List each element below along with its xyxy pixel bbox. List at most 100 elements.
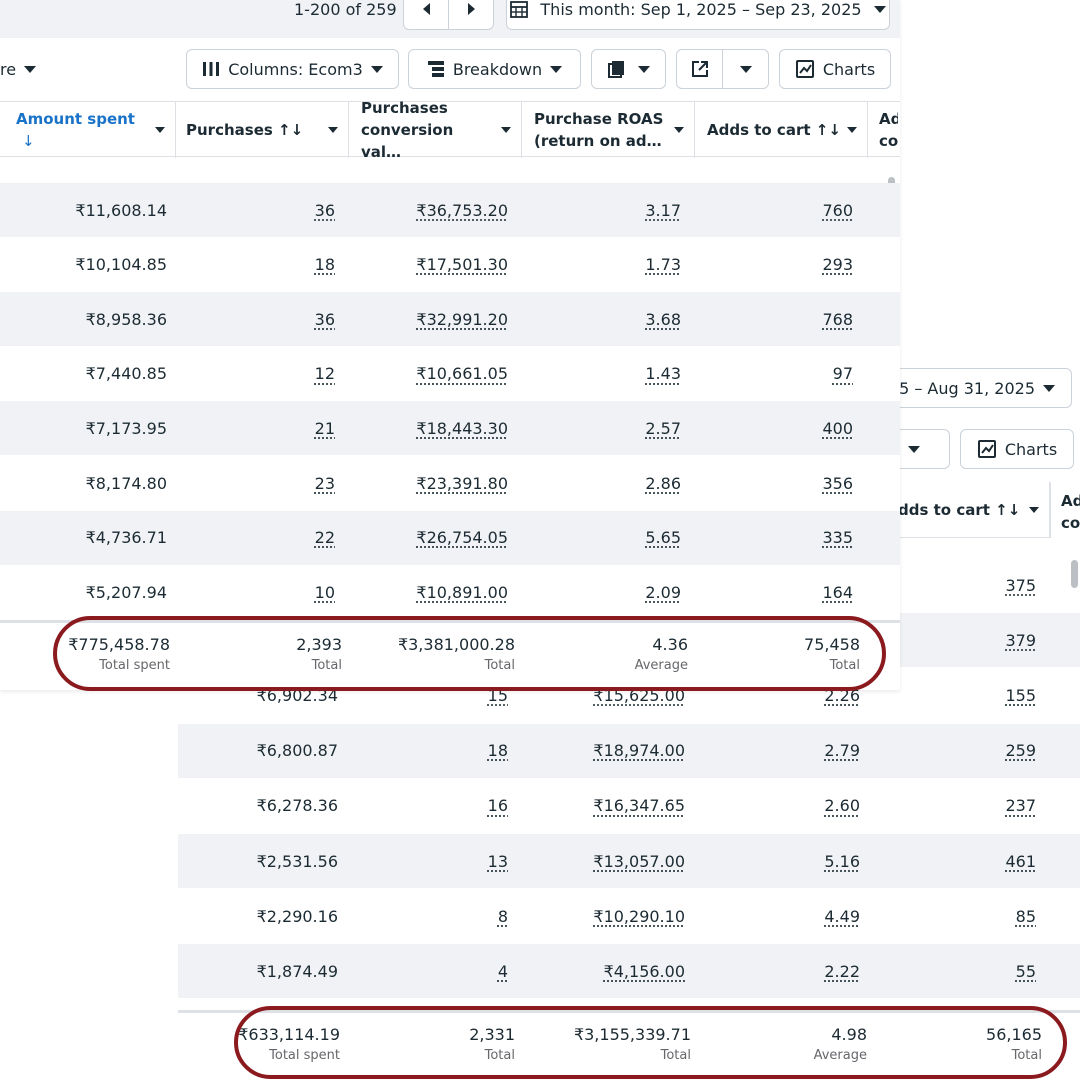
- cell-purchases[interactable]: 10: [167, 565, 335, 619]
- cell-adds-to-cart[interactable]: 768: [681, 292, 853, 346]
- cell-purchase-roas[interactable]: 2.57: [508, 401, 681, 455]
- cell-adds-to-cart[interactable]: 375: [860, 558, 1036, 612]
- cell-conversion-value[interactable]: ₹32,991.20: [335, 292, 508, 346]
- cell-conversion-value[interactable]: ₹10,891.00: [335, 565, 508, 619]
- table-row[interactable]: ₹4,736.71 22 ₹26,754.05 5.65 335: [0, 510, 900, 565]
- table-row[interactable]: ₹10,104.85 18 ₹17,501.30 1.73 293: [0, 238, 900, 292]
- cell-purchases[interactable]: 16: [338, 779, 508, 833]
- cell-purchase-roas[interactable]: 5.65: [508, 511, 681, 565]
- columns-button[interactable]: Columns: Ecom3: [186, 49, 399, 89]
- column-header-purchases[interactable]: Purchases ↑↓: [176, 102, 349, 158]
- cell-purchases[interactable]: 21: [167, 401, 335, 455]
- table-row[interactable]: ₹7,440.85 12 ₹10,661.05 1.43 97: [0, 347, 900, 401]
- cell-adds-to-cart[interactable]: 259: [860, 724, 1036, 778]
- column-header-amount-spent[interactable]: Amount spent ↓: [0, 102, 176, 158]
- table-row[interactable]: ₹8,174.80 23 ₹23,391.80 2.86 356: [0, 456, 900, 510]
- cell-conversion-value[interactable]: ₹13,057.00: [508, 834, 685, 888]
- cell-conversion-value[interactable]: ₹10,290.10: [508, 889, 685, 943]
- cell-purchases[interactable]: 18: [167, 238, 335, 292]
- cell-conversion-value[interactable]: ₹23,391.80: [335, 456, 508, 510]
- reports-dropdown-button[interactable]: [591, 49, 666, 89]
- column-header-adds-to-cart[interactable]: Adds to cart ↑↓: [695, 102, 868, 158]
- export-button[interactable]: [676, 49, 723, 89]
- cell-purchase-roas[interactable]: 2.79: [685, 724, 860, 778]
- cell-conversion-value[interactable]: ₹4,156.00: [508, 944, 685, 998]
- breakdown-button[interactable]: Breakdown: [408, 49, 581, 89]
- cell-conversion-value[interactable]: ₹17,501.30: [335, 238, 508, 292]
- cell-value: 5.16: [824, 851, 860, 871]
- charts-button[interactable]: Charts: [779, 49, 891, 89]
- charts-button-bottom[interactable]: Charts: [960, 429, 1074, 469]
- cell-conversion-value[interactable]: ₹18,974.00: [508, 724, 685, 778]
- prev-page-button[interactable]: [403, 0, 449, 30]
- cell-adds-to-cart[interactable]: 293: [681, 238, 853, 292]
- table-row[interactable]: ₹7,173.95 21 ₹18,443.30 2.57 400: [0, 401, 900, 456]
- cell-adds-to-cart[interactable]: 237: [860, 779, 1036, 833]
- scrollbar-thumb-bottom[interactable]: [1071, 560, 1078, 588]
- cell-conversion-value[interactable]: ₹26,754.05: [335, 511, 508, 565]
- cell-amount-spent: ₹6,278.36: [178, 779, 338, 833]
- filter-dropdown-cut[interactable]: re: [0, 58, 37, 80]
- cell-conversion-value[interactable]: ₹10,661.05: [335, 347, 508, 401]
- date-range-button[interactable]: This month: Sep 1, 2025 – Sep 23, 2025: [506, 0, 890, 30]
- cell-purchases[interactable]: 36: [167, 292, 335, 346]
- next-page-button[interactable]: [448, 0, 494, 30]
- cell-purchase-roas[interactable]: 2.86: [508, 456, 681, 510]
- column-header-cut-bottom[interactable]: Ad co: [1050, 482, 1080, 538]
- cell-adds-to-cart[interactable]: 356: [681, 456, 853, 510]
- cell-conversion-value[interactable]: ₹18,443.30: [335, 401, 508, 455]
- column-header-adds-to-cart-bottom[interactable]: dds to cart ↑↓: [890, 482, 1050, 538]
- cell-adds-to-cart[interactable]: 85: [860, 889, 1036, 943]
- cell-purchase-roas[interactable]: 3.17: [508, 183, 681, 237]
- cell-value: ₹18,974.00: [593, 741, 685, 761]
- table-row[interactable]: ₹5,207.94 10 ₹10,891.00 2.09 164: [0, 565, 900, 619]
- cell-purchase-roas[interactable]: 4.49: [685, 889, 860, 943]
- cell-purchase-roas[interactable]: 5.16: [685, 834, 860, 888]
- cell-purchases[interactable]: 23: [167, 456, 335, 510]
- cell-purchase-roas[interactable]: 2.09: [508, 565, 681, 619]
- cell-value: 768: [822, 309, 853, 329]
- chart-icon: [795, 60, 814, 78]
- cell-adds-to-cart[interactable]: 97: [681, 347, 853, 401]
- cell-adds-to-cart[interactable]: 379: [860, 613, 1036, 667]
- cell-adds-to-cart[interactable]: 55: [860, 944, 1036, 998]
- cell-purchases[interactable]: 8: [338, 889, 508, 943]
- breakdown-icon: [427, 61, 444, 77]
- cell-purchases[interactable]: 18: [338, 724, 508, 778]
- column-header-conversion-value[interactable]: Purchases conversion val…: [349, 99, 522, 161]
- table-row[interactable]: ₹6,278.36 16 ₹16,347.65 2.60 237: [178, 779, 1080, 833]
- total-label: Total: [484, 658, 515, 673]
- cell-purchases[interactable]: 12: [167, 347, 335, 401]
- chevron-down-icon: [370, 65, 383, 73]
- cell-adds-to-cart[interactable]: 400: [681, 401, 853, 455]
- table-row[interactable]: 375: [178, 558, 1080, 612]
- table-row[interactable]: ₹1,874.49 4 ₹4,156.00 2.22 55: [178, 944, 1080, 999]
- cell-purchase-roas[interactable]: 1.73: [508, 238, 681, 292]
- table-row[interactable]: ₹2,290.16 8 ₹10,290.10 4.49 85: [178, 889, 1080, 943]
- cell-purchases[interactable]: 13: [338, 834, 508, 888]
- cell-adds-to-cart[interactable]: 164: [681, 565, 853, 619]
- cell-purchases[interactable]: 36: [167, 183, 335, 237]
- cell-purchases[interactable]: 4: [338, 944, 508, 998]
- cell-value: 259: [1005, 741, 1036, 761]
- cell-conversion-value[interactable]: ₹16,347.65: [508, 779, 685, 833]
- cell-adds-to-cart[interactable]: 760: [681, 183, 853, 237]
- table-row[interactable]: ₹11,608.14 36 ₹36,753.20 3.17 760: [0, 183, 900, 237]
- cell-value: 1.73: [645, 255, 681, 275]
- cell-conversion-value[interactable]: ₹36,753.20: [335, 183, 508, 237]
- cell-purchase-roas[interactable]: 2.60: [685, 779, 860, 833]
- cell-purchase-roas[interactable]: 3.68: [508, 292, 681, 346]
- table-row[interactable]: ₹8,958.36 36 ₹32,991.20 3.68 768: [0, 292, 900, 347]
- table-row[interactable]: ₹6,800.87 18 ₹18,974.00 2.79 259: [178, 723, 1080, 778]
- cell-adds-to-cart[interactable]: 461: [860, 834, 1036, 888]
- cell-adds-to-cart[interactable]: 335: [681, 511, 853, 565]
- export-dropdown-button[interactable]: [722, 49, 769, 89]
- column-header-purchase-roas[interactable]: Purchase ROAS (return on ad…: [522, 102, 695, 158]
- column-header-cut[interactable]: Ad co: [868, 102, 900, 158]
- cell-adds-to-cart[interactable]: 155: [860, 668, 1036, 722]
- total-label: Total: [660, 1048, 691, 1063]
- cell-purchase-roas[interactable]: 1.43: [508, 347, 681, 401]
- cell-purchases[interactable]: 22: [167, 511, 335, 565]
- table-row[interactable]: ₹2,531.56 13 ₹13,057.00 5.16 461: [178, 834, 1080, 888]
- cell-purchase-roas[interactable]: 2.22: [685, 944, 860, 998]
